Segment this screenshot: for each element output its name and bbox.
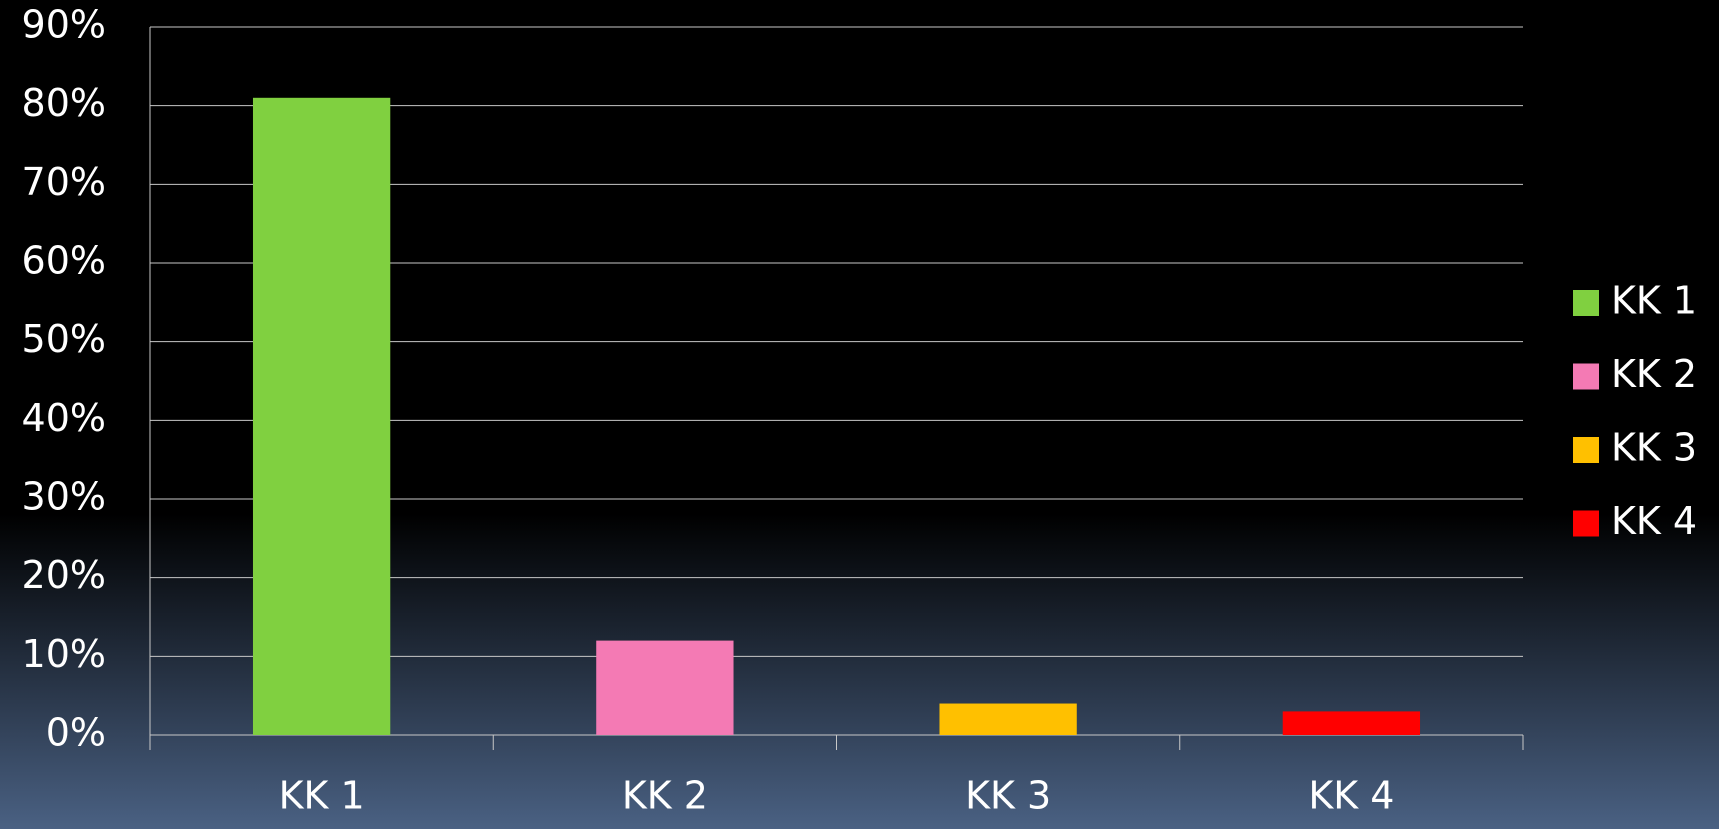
bar <box>596 640 734 735</box>
y-tick-label: 90% <box>22 3 106 47</box>
y-tick-label: 50% <box>22 317 106 361</box>
legend-label: KK 2 <box>1611 352 1697 396</box>
x-tick-label: KK 3 <box>965 774 1051 818</box>
y-tick-label: 80% <box>22 81 106 125</box>
x-tick-label: KK 2 <box>622 774 708 818</box>
bar <box>252 97 391 736</box>
legend-label: KK 3 <box>1611 426 1697 470</box>
legend-label: KK 4 <box>1611 499 1697 543</box>
legend-swatch <box>1573 363 1599 390</box>
y-tick-label: 0% <box>46 711 106 755</box>
y-tick-label: 20% <box>22 553 106 597</box>
y-tick-label: 40% <box>22 396 106 440</box>
legend-label: KK 1 <box>1611 279 1697 323</box>
x-tick-label: KK 4 <box>1308 774 1394 818</box>
x-tick-label: KK 1 <box>279 774 365 818</box>
legend-swatch <box>1573 510 1599 537</box>
y-tick-label: 30% <box>22 475 106 519</box>
y-tick-label: 10% <box>22 632 106 676</box>
legend-swatch <box>1573 437 1599 463</box>
legend-swatch <box>1573 290 1599 316</box>
bar <box>1282 711 1421 735</box>
y-tick-label: 60% <box>22 239 106 283</box>
bar <box>939 703 1077 735</box>
y-tick-label: 70% <box>22 160 106 204</box>
